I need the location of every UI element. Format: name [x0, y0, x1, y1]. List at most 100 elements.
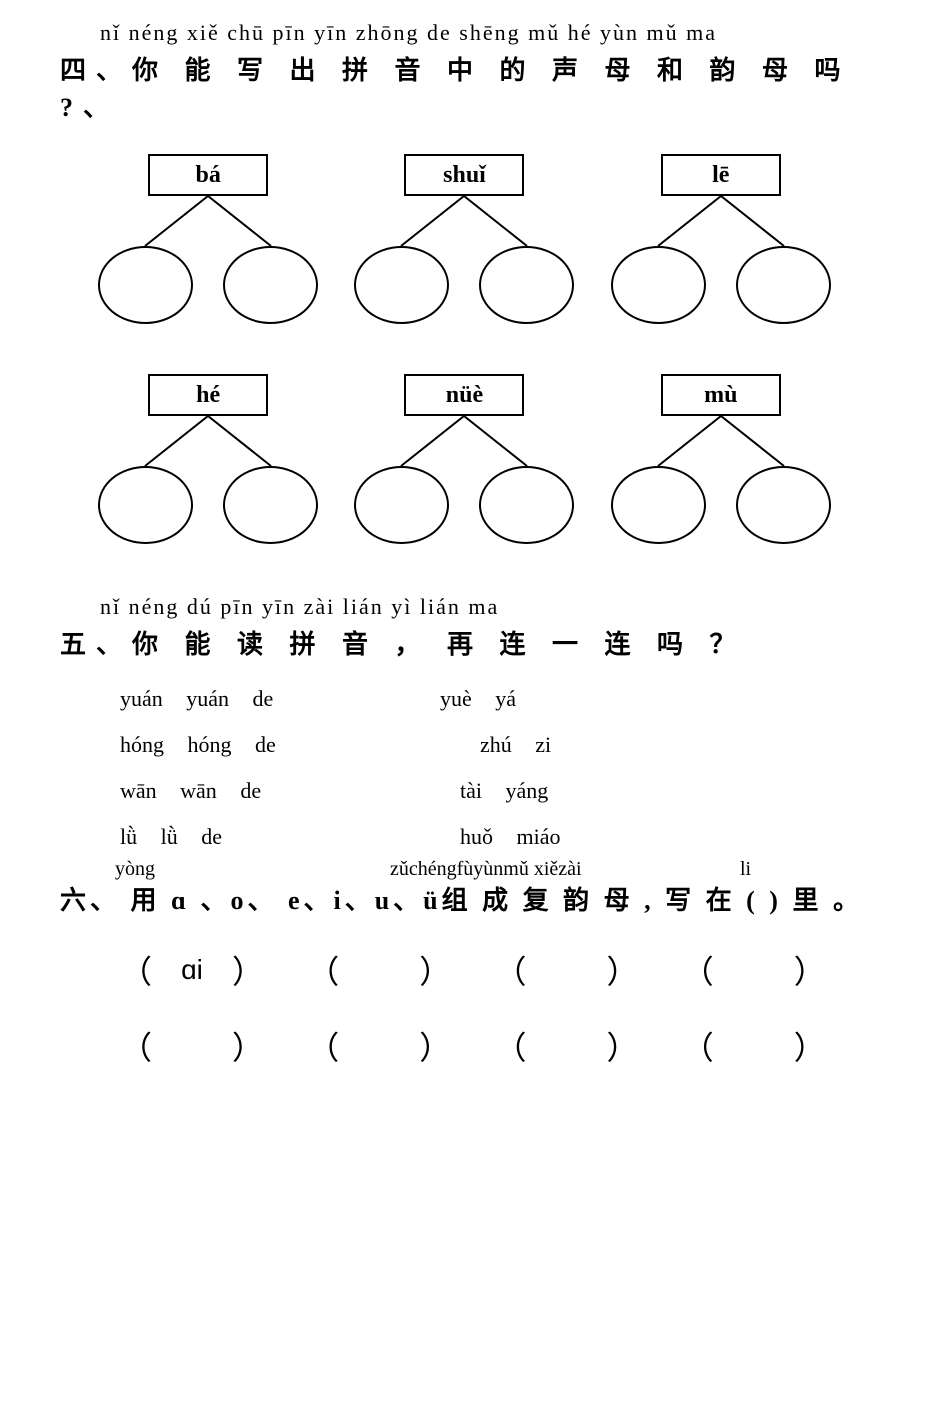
paren-close: ）: [607, 947, 639, 993]
section-4-pinyin: nǐ néng xiě chū pīn yīn zhōng de shēng m…: [100, 20, 869, 46]
match-word: zhú: [480, 732, 512, 757]
match-row: hóng hóng de zhú zi: [120, 732, 869, 758]
match-right[interactable]: tài yáng: [460, 778, 566, 804]
match-left[interactable]: yuán yuán de: [120, 686, 440, 712]
match-word: wān: [120, 778, 157, 803]
section-6-pinyin-left: yòng: [115, 858, 155, 881]
match-word: wān: [180, 778, 217, 803]
section-5-chinese: 五、你 能 读 拼 音 ， 再 连 一 连 吗 ？: [60, 624, 869, 661]
tree-circles: [611, 246, 831, 324]
match-word: huǒ: [460, 824, 493, 849]
match-word: yuán: [120, 686, 163, 711]
paren-unit[interactable]: （ ɑi ）: [120, 947, 307, 993]
tree-connector-lines: [354, 416, 574, 466]
answer-circle[interactable]: [479, 246, 574, 324]
tree-unit: nüè: [354, 374, 574, 544]
paren-close: ）: [419, 947, 451, 993]
answer-circle[interactable]: [354, 466, 449, 544]
syllable-box: mù: [661, 374, 781, 416]
answer-circle[interactable]: [98, 246, 193, 324]
section-4-chinese: 四、你 能 写 出 拼 音 中 的 声 母 和 韵 母 吗 ?、: [60, 50, 869, 124]
paren-open: （: [307, 1023, 339, 1069]
match-word: yá: [495, 686, 516, 711]
answer-circle[interactable]: [611, 466, 706, 544]
match-word: yáng: [506, 778, 549, 803]
paren-blanks: （ ɑi ） （ ） （ ） （ ） （: [120, 947, 869, 1069]
paren-close: ）: [794, 947, 826, 993]
match-word: de: [255, 732, 276, 757]
match-word: hóng: [188, 732, 232, 757]
answer-circle[interactable]: [611, 246, 706, 324]
match-word: lǜ: [161, 824, 178, 849]
answer-circle[interactable]: [354, 246, 449, 324]
paren-close: ）: [232, 1023, 264, 1069]
match-word: miáo: [517, 824, 561, 849]
match-row: wān wān de tài yáng: [120, 778, 869, 804]
tree-connector-lines: [611, 416, 831, 466]
answer-circle[interactable]: [736, 246, 831, 324]
tree-row-1: bá shuǐ lē: [80, 154, 849, 324]
match-word: yuè: [440, 686, 472, 711]
paren-open: （: [682, 947, 714, 993]
paren-unit[interactable]: （ ）: [120, 1023, 307, 1069]
match-word: lǜ: [120, 824, 137, 849]
tree-unit: hé: [98, 374, 318, 544]
section-4: nǐ néng xiě chū pīn yīn zhōng de shēng m…: [60, 20, 869, 544]
syllable-box: bá: [148, 154, 268, 196]
tree-circles: [98, 246, 318, 324]
match-row: yuán yuán de yuè yá: [120, 686, 869, 712]
match-word: de: [201, 824, 222, 849]
section-4-header: nǐ néng xiě chū pīn yīn zhōng de shēng m…: [60, 20, 869, 124]
match-left[interactable]: lǜ lǜ de: [120, 824, 440, 850]
paren-unit[interactable]: （ ）: [307, 1023, 494, 1069]
paren-open: （: [120, 947, 152, 993]
paren-open: （: [307, 947, 339, 993]
section-5-pinyin: nǐ néng dú pīn yīn zài lián yì lián ma: [100, 594, 869, 620]
match-left[interactable]: hóng hóng de: [120, 732, 440, 758]
tree-circles: [98, 466, 318, 544]
answer-circle[interactable]: [736, 466, 831, 544]
paren-row: （ ɑi ） （ ） （ ） （ ）: [120, 947, 869, 993]
section-6-header: yòng zǔchéngfùyùnmǔ xiězài li 六、 用 ɑ 、o、…: [60, 880, 869, 917]
paren-open: （: [495, 947, 527, 993]
paren-unit[interactable]: （ ）: [682, 947, 869, 993]
paren-unit[interactable]: （ ）: [682, 1023, 869, 1069]
paren-open: （: [495, 1023, 527, 1069]
tree-unit: mù: [611, 374, 831, 544]
tree-circles: [611, 466, 831, 544]
match-right[interactable]: huǒ miáo: [460, 824, 579, 850]
section-6-pinyin-mid: zǔchéngfùyùnmǔ xiězài: [390, 858, 582, 881]
tree-connector-lines: [98, 416, 318, 466]
syllable-box: nüè: [404, 374, 524, 416]
paren-row: （ ） （ ） （ ） （ ）: [120, 1023, 869, 1069]
paren-close: ）: [607, 1023, 639, 1069]
paren-close: ）: [419, 1023, 451, 1069]
syllable-box: shuǐ: [404, 154, 524, 196]
paren-unit[interactable]: （ ）: [307, 947, 494, 993]
answer-circle[interactable]: [98, 466, 193, 544]
section-6: yòng zǔchéngfùyùnmǔ xiězài li 六、 用 ɑ 、o、…: [60, 880, 869, 1069]
tree-unit: lē: [611, 154, 831, 324]
match-word: yuán: [186, 686, 229, 711]
tree-connector-lines: [611, 196, 831, 246]
answer-circle[interactable]: [223, 246, 318, 324]
tree-connector-lines: [354, 196, 574, 246]
paren-open: （: [682, 1023, 714, 1069]
answer-circle[interactable]: [223, 466, 318, 544]
answer-circle[interactable]: [479, 466, 574, 544]
syllable-box: hé: [148, 374, 268, 416]
match-right[interactable]: zhú zi: [480, 732, 569, 758]
section-6-chinese: 六、 用 ɑ 、o、 e、i、u、ü组 成 复 韵 母 , 写 在 ( ) 里 …: [60, 880, 869, 917]
tree-circles: [354, 246, 574, 324]
paren-close: ）: [232, 947, 264, 993]
match-word: hóng: [120, 732, 164, 757]
paren-unit[interactable]: （ ）: [495, 947, 682, 993]
match-right[interactable]: yuè yá: [440, 686, 534, 712]
paren-unit[interactable]: （ ）: [495, 1023, 682, 1069]
tree-row-2: hé nüè mù: [80, 374, 849, 544]
paren-close: ）: [794, 1023, 826, 1069]
tree-unit: shuǐ: [354, 154, 574, 324]
tree-unit: bá: [98, 154, 318, 324]
tree-connector-lines: [98, 196, 318, 246]
match-left[interactable]: wān wān de: [120, 778, 440, 804]
